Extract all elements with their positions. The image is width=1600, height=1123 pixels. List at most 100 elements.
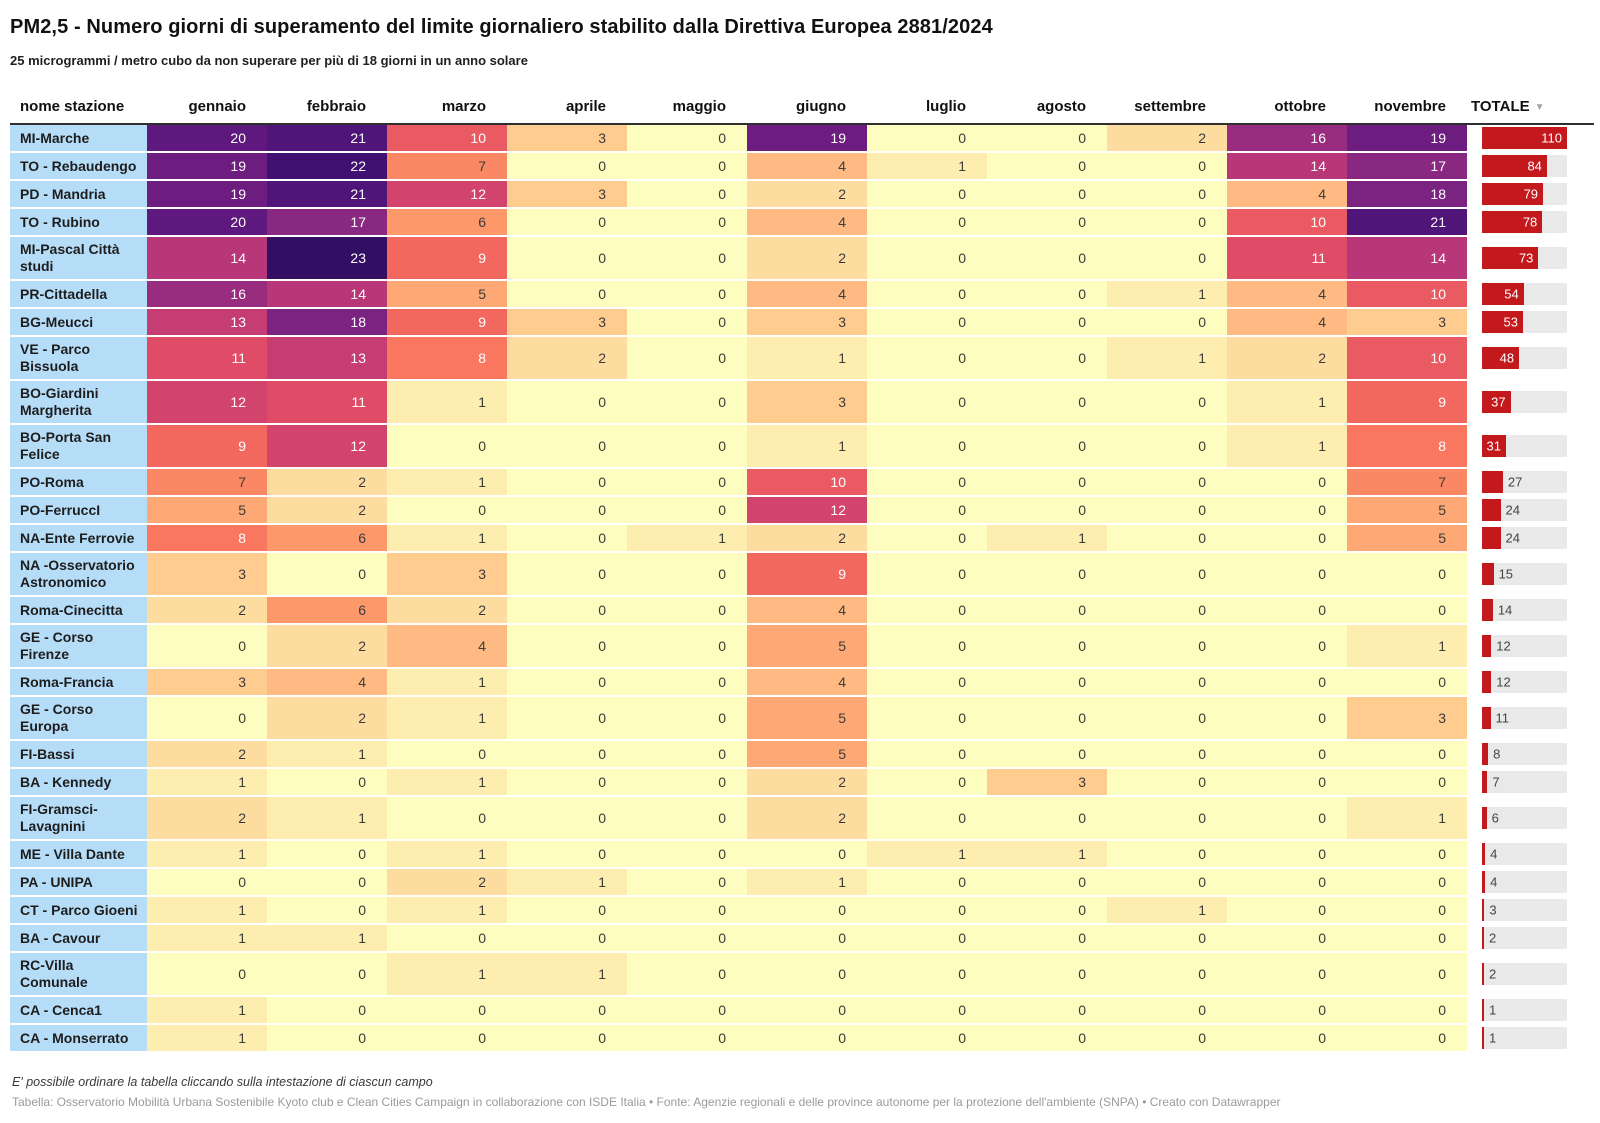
heatmap-cell: 3 bbox=[147, 552, 267, 597]
column-header-month-maggio[interactable]: maggio bbox=[627, 92, 747, 125]
heatmap-cell: 9 bbox=[147, 424, 267, 469]
heatmap-cell: 0 bbox=[867, 280, 987, 309]
heatmap-cell: 0 bbox=[1107, 740, 1227, 769]
heatmap-cell: 0 bbox=[1107, 308, 1227, 337]
total-bar-cell: 2 bbox=[1467, 924, 1594, 953]
column-header-total[interactable]: TOTALE ▼ bbox=[1467, 92, 1594, 125]
heatmap-cell: 0 bbox=[267, 868, 387, 897]
page-subtitle: 25 microgrammi / metro cubo da non super… bbox=[10, 53, 528, 68]
heatmap-cell: 9 bbox=[747, 552, 867, 597]
heatmap-cell: 9 bbox=[387, 236, 507, 281]
station-name-cell: GE - Corso Firenze bbox=[10, 624, 147, 669]
heatmap-cell: 4 bbox=[747, 152, 867, 181]
total-bar-cell: 73 bbox=[1467, 236, 1594, 281]
column-header-month-novembre[interactable]: novembre bbox=[1347, 92, 1467, 125]
column-header-month-luglio[interactable]: luglio bbox=[867, 92, 987, 125]
heatmap-cell: 2 bbox=[747, 768, 867, 797]
heatmap-cell: 4 bbox=[747, 596, 867, 625]
heatmap-cell: 1 bbox=[267, 924, 387, 953]
heatmap-cell: 3 bbox=[747, 380, 867, 425]
station-name-cell: PO-Roma bbox=[10, 468, 147, 497]
heatmap-cell: 16 bbox=[1227, 124, 1347, 153]
heatmap-cell: 0 bbox=[387, 1024, 507, 1053]
heatmap-cell: 0 bbox=[1227, 768, 1347, 797]
total-bar-track: 12 bbox=[1482, 635, 1567, 657]
total-bar-fill bbox=[1482, 471, 1503, 493]
total-bar-track: 11 bbox=[1482, 707, 1567, 729]
heatmap-cell: 0 bbox=[507, 696, 627, 741]
column-header-month-ottobre[interactable]: ottobre bbox=[1227, 92, 1347, 125]
heatmap-cell: 17 bbox=[267, 208, 387, 237]
column-header-month-giugno[interactable]: giugno bbox=[747, 92, 867, 125]
table-row: ME - Villa Dante 1 0 1 0 0 0 1 1 0 0 0 4 bbox=[10, 840, 1594, 869]
station-name-cell: TO - Rebaudengo bbox=[10, 152, 147, 181]
heatmap-cell: 1 bbox=[1107, 280, 1227, 309]
heatmap-cell: 2 bbox=[147, 596, 267, 625]
column-header-month-settembre[interactable]: settembre bbox=[1107, 92, 1227, 125]
heatmap-cell: 0 bbox=[1227, 696, 1347, 741]
heatmap-cell: 0 bbox=[867, 1024, 987, 1053]
heatmap-cell: 0 bbox=[747, 896, 867, 925]
heatmap-cell: 4 bbox=[1227, 180, 1347, 209]
station-name-cell: GE - Corso Europa bbox=[10, 696, 147, 741]
heatmap-cell: 9 bbox=[1347, 380, 1467, 425]
total-value-label: 27 bbox=[1507, 474, 1523, 490]
column-header-month-febbraio[interactable]: febbraio bbox=[267, 92, 387, 125]
heatmap-cell: 2 bbox=[267, 624, 387, 669]
total-bar-track: 3 bbox=[1482, 899, 1567, 921]
heatmap-cell: 0 bbox=[987, 740, 1107, 769]
heatmap-cell: 4 bbox=[267, 668, 387, 697]
heatmap-cell: 0 bbox=[867, 796, 987, 841]
heatmap-cell: 0 bbox=[987, 896, 1107, 925]
heatmap-cell: 3 bbox=[987, 768, 1107, 797]
heatmap-cell: 0 bbox=[987, 208, 1107, 237]
heatmap-cell: 0 bbox=[867, 868, 987, 897]
heatmap-cell: 14 bbox=[1227, 152, 1347, 181]
heatmap-cell: 4 bbox=[387, 624, 507, 669]
column-header-station[interactable]: nome stazione bbox=[10, 92, 147, 125]
table-row: TO - Rubino 20 17 6 0 0 4 0 0 0 10 21 78 bbox=[10, 208, 1594, 237]
heatmap-cell: 0 bbox=[627, 924, 747, 953]
heatmap-cell: 0 bbox=[747, 952, 867, 997]
heatmap-cell: 12 bbox=[747, 496, 867, 525]
station-name-cell: MI-Marche bbox=[10, 124, 147, 153]
total-bar-track: 79 bbox=[1482, 183, 1567, 205]
heatmap-cell: 2 bbox=[1227, 336, 1347, 381]
station-name-cell: RC-Villa Comunale bbox=[10, 952, 147, 997]
heatmap-cell: 3 bbox=[147, 668, 267, 697]
heatmap-cell: 2 bbox=[147, 740, 267, 769]
table-row: BA - Kennedy 1 0 1 0 0 2 0 3 0 0 0 7 bbox=[10, 768, 1594, 797]
total-bar-fill bbox=[1482, 807, 1487, 829]
column-header-month-agosto[interactable]: agosto bbox=[987, 92, 1107, 125]
heatmap-cell: 0 bbox=[987, 496, 1107, 525]
heatmap-cell: 0 bbox=[507, 280, 627, 309]
heatmap-cell: 12 bbox=[267, 424, 387, 469]
total-bar-fill bbox=[1482, 247, 1539, 269]
total-value-label: 53 bbox=[1503, 314, 1518, 330]
column-header-month-aprile[interactable]: aprile bbox=[507, 92, 627, 125]
heatmap-cell: 5 bbox=[1347, 496, 1467, 525]
heatmap-cell: 0 bbox=[627, 208, 747, 237]
table-row: CA - Monserrato 1 0 0 0 0 0 0 0 0 0 0 1 bbox=[10, 1024, 1594, 1053]
heatmap-cell: 1 bbox=[1347, 796, 1467, 841]
heatmap-cell: 0 bbox=[987, 236, 1107, 281]
table-row: PD - Mandria 19 21 12 3 0 2 0 0 0 4 18 79 bbox=[10, 180, 1594, 209]
heatmap-cell: 0 bbox=[627, 696, 747, 741]
heatmap-cell: 0 bbox=[387, 740, 507, 769]
heatmap-cell: 3 bbox=[1347, 308, 1467, 337]
total-bar-cell: 84 bbox=[1467, 152, 1594, 181]
heatmap-cell: 18 bbox=[1347, 180, 1467, 209]
total-bar-fill bbox=[1482, 347, 1520, 369]
heatmap-cell: 1 bbox=[987, 524, 1107, 553]
total-value-label: 15 bbox=[1498, 566, 1514, 582]
table-row: TO - Rebaudengo 19 22 7 0 0 4 1 0 0 14 17 84 bbox=[10, 152, 1594, 181]
heatmap-cell: 8 bbox=[147, 524, 267, 553]
heatmap-cell: 0 bbox=[507, 740, 627, 769]
column-header-month-gennaio[interactable]: gennaio bbox=[147, 92, 267, 125]
table-row: BO-Porta San Felice 9 12 0 0 0 1 0 0 0 1 8 31 bbox=[10, 424, 1594, 469]
column-header-month-marzo[interactable]: marzo bbox=[387, 92, 507, 125]
total-bar-fill bbox=[1482, 183, 1544, 205]
heatmap-cell: 6 bbox=[267, 596, 387, 625]
heatmap-cell: 0 bbox=[867, 468, 987, 497]
table-row: NA-Ente Ferrovie 8 6 1 0 1 2 0 1 0 0 5 24 bbox=[10, 524, 1594, 553]
